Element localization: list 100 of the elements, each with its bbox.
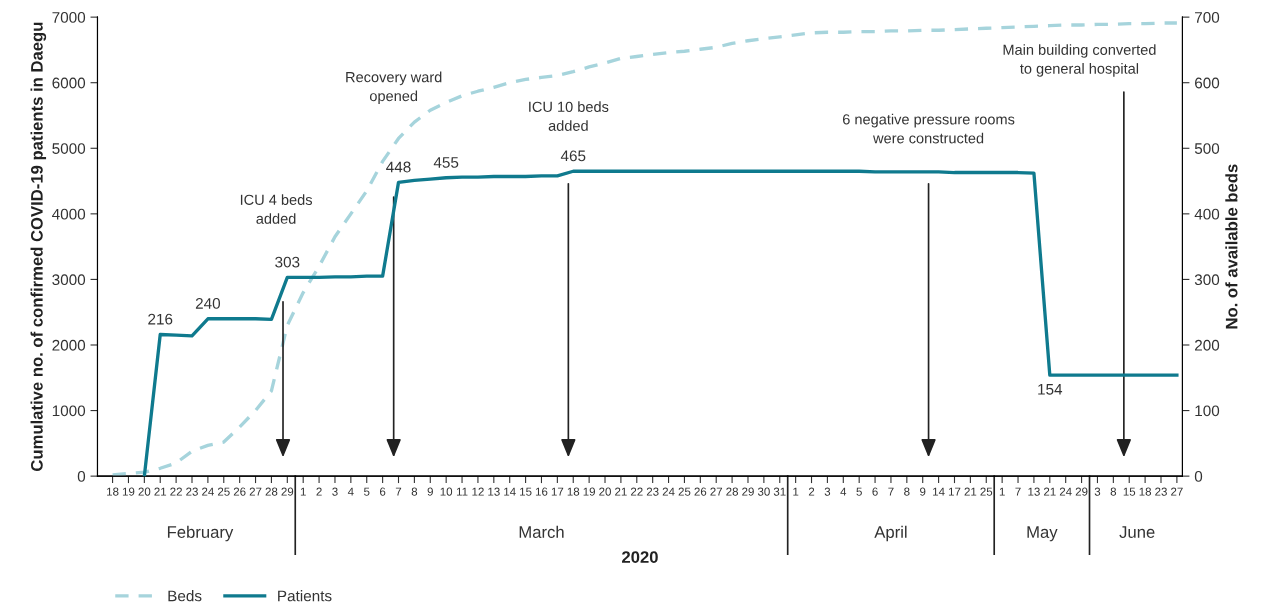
x-tick-label: 5: [363, 487, 370, 496]
x-tick-label: 3: [1094, 487, 1101, 496]
x-tick-label: 6: [872, 487, 878, 496]
x-tick-label: 9: [427, 487, 433, 496]
x-tick-label: 10: [440, 487, 453, 496]
annotation: Recovery ward opened: [346, 71, 442, 105]
text: March: [519, 525, 564, 538]
y2-tick-label: 600: [1195, 77, 1220, 89]
y-tick-label: 6000: [52, 77, 86, 89]
x-tick-label: 23: [186, 487, 198, 496]
x-tick-label: 31: [773, 487, 786, 496]
x-tick-label: 9: [920, 487, 926, 496]
x-tick-label: 5: [856, 487, 862, 496]
x-tick-label: 21: [1043, 487, 1056, 496]
x-tick-label: 24: [1059, 487, 1072, 496]
x-tick-label: 23: [646, 487, 659, 496]
x-tick-label: 13: [488, 487, 500, 496]
legend-label: Beds: [168, 590, 202, 602]
x-tick-label: 18: [1139, 487, 1152, 496]
data-label: 154: [1038, 384, 1063, 395]
y2-tick-label: 300: [1194, 274, 1220, 286]
y-tick-label: 0: [77, 471, 86, 482]
x-tick-label: 2: [316, 487, 322, 496]
x-tick-label: 24: [202, 487, 214, 496]
x-tick-label: 2: [808, 487, 815, 496]
x-tick-label: 13: [1028, 487, 1040, 496]
data-label: 216: [148, 313, 173, 325]
y-axis-title: Cumulative no. of confirmed COVID-19 patients in Daegu: [30, 22, 47, 471]
x-tick-label: 27: [710, 487, 723, 496]
x-tick-label: 18: [107, 487, 119, 496]
x-tick-label: 25: [980, 487, 993, 496]
x-tick-label: 29: [1075, 487, 1088, 496]
y-tick-label: 2000: [52, 339, 86, 351]
annotation: 6 negative pressure rooms were constructed: [842, 113, 1015, 144]
x-tick-label: 27: [249, 487, 262, 496]
x-tick-label: 20: [599, 487, 611, 496]
data-label: 240: [195, 297, 221, 309]
text: May: [1027, 526, 1058, 542]
x-tick-label: 28: [726, 487, 739, 496]
x-tick-label: 8: [411, 487, 418, 496]
y2-tick-label: 200: [1195, 339, 1220, 351]
y-tick-label: 5000: [52, 143, 86, 154]
line-series: [110, 21, 1179, 477]
x-tick-label: 1: [999, 487, 1005, 496]
x-tick-label: 14: [933, 487, 945, 496]
x-tick-label: 12: [472, 487, 484, 496]
text: June: [1119, 526, 1155, 538]
data-label: 303: [275, 256, 300, 268]
x-tick-label: 3: [332, 487, 338, 496]
x-tick-label: 19: [583, 487, 595, 496]
x-tick-label: 1: [793, 487, 799, 496]
x-tick-label: 21: [615, 487, 627, 496]
x-tick-label: 8: [904, 487, 910, 496]
x-tick-label: 15: [520, 487, 532, 496]
y-tick-label: 1000: [52, 405, 86, 417]
x-tick-label: 7: [395, 487, 402, 496]
x-tick-label: 11: [456, 487, 468, 496]
data-label: 455: [433, 157, 459, 168]
data-label: 448: [386, 161, 411, 173]
y-tick-label: 3000: [52, 274, 86, 286]
x-tick-label: 29: [281, 487, 294, 496]
y2-tick-label: 0: [1194, 471, 1203, 482]
y2-axis-title: No. of available beds: [1225, 164, 1238, 329]
annotation: ICU 4 beds added: [240, 194, 313, 224]
x-tick-label: 30: [757, 487, 770, 496]
x-tick-label: 19: [122, 487, 135, 496]
data-label: 465: [560, 150, 586, 162]
x-tick-label: 3: [824, 487, 831, 496]
x-tick-label: 23: [1155, 487, 1167, 496]
x-tick-label: 21: [154, 487, 167, 496]
x-tick-label: 21: [964, 487, 977, 496]
x-tick-label: 27: [1171, 487, 1183, 496]
x-tick-label: 25: [217, 487, 230, 496]
y2-tick-label: 400: [1194, 208, 1220, 220]
x-tick-label: 29: [742, 487, 754, 496]
x-tick-label: 7: [1015, 487, 1021, 496]
x-tick-label: 24: [662, 487, 675, 496]
y-tick-label: 4000: [52, 208, 86, 220]
annotation: Main building converted to general hospital: [1003, 44, 1156, 77]
x-tick-label: 15: [1123, 487, 1136, 496]
x-tick-label: 14: [504, 487, 516, 496]
x-tick-label: 26: [694, 487, 707, 496]
x-tick-label: 17: [551, 487, 564, 496]
x-tick-label: 25: [678, 487, 691, 496]
text: April: [874, 525, 907, 542]
x-tick-label: 8: [1110, 487, 1117, 496]
x-tick-label: 22: [170, 487, 182, 496]
x-tick-label: 26: [233, 487, 246, 496]
y-tick-label: 7000: [52, 12, 86, 23]
y2-tick-label: 500: [1194, 143, 1220, 154]
x-tick-label: 28: [265, 487, 278, 496]
legend-label: Patients: [278, 590, 332, 602]
text: February: [167, 525, 234, 542]
x-tick-label: 22: [630, 487, 643, 496]
x-tick-label: 16: [535, 487, 548, 496]
x-tick-label: 4: [840, 487, 847, 496]
x-tick-label: 20: [138, 487, 151, 496]
x-tick-label: 4: [347, 487, 354, 496]
y2-tick-label: 700: [1195, 12, 1220, 23]
x-tick-label: 7: [888, 487, 894, 496]
